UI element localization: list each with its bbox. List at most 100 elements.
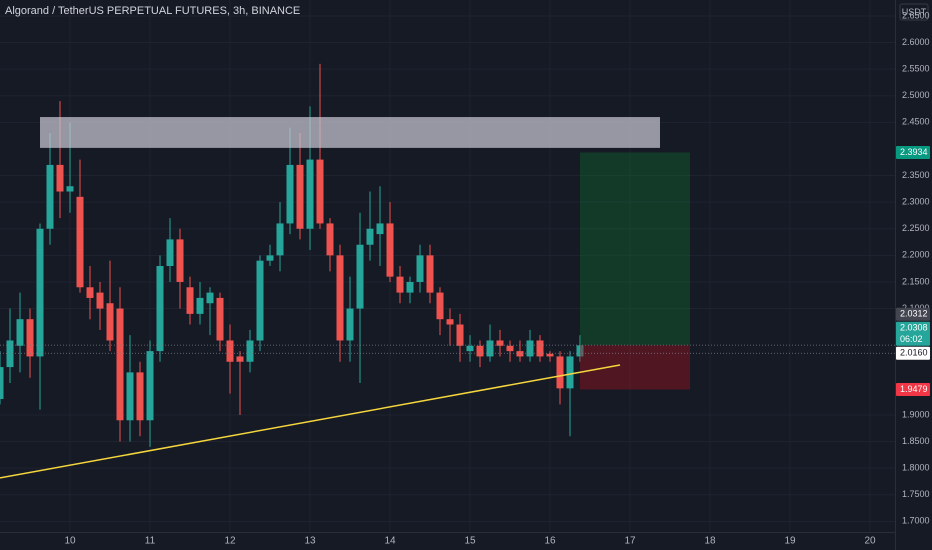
x-tick-label: 11 (145, 536, 156, 547)
x-tick-label: 17 (624, 536, 636, 547)
zone (40, 117, 660, 148)
y-tick-label: 2.6000 (902, 37, 930, 47)
candle-body (396, 276, 404, 293)
candle-body (136, 372, 144, 421)
candle-body (36, 228, 44, 357)
candle-body (206, 292, 214, 304)
candle-body (86, 287, 94, 298)
candle-body (356, 244, 364, 309)
candle-body (426, 255, 434, 293)
zone (580, 345, 690, 390)
candle-body (106, 303, 114, 341)
candle-body (286, 164, 294, 224)
candle-body (246, 340, 254, 362)
candle-body (16, 319, 24, 346)
candle-body (176, 239, 184, 282)
y-tick-label: 2.2000 (902, 250, 930, 260)
currency-box (899, 3, 929, 21)
y-tick-label: 2.5500 (902, 64, 930, 74)
price-badge (896, 307, 930, 321)
x-tick-label: 10 (64, 536, 76, 547)
candle-body (516, 351, 524, 357)
y-tick-label: 2.3000 (902, 197, 930, 207)
x-tick-label: 14 (384, 536, 396, 547)
price-badge-label: 2.0312 (900, 309, 928, 319)
candle-body (156, 266, 164, 352)
candle-body (256, 260, 264, 341)
candle-body (166, 239, 174, 266)
price-badge (896, 321, 930, 346)
x-tick-label: 12 (224, 536, 236, 547)
price-badge-label: 2.3934 (900, 147, 928, 157)
x-tick-label: 16 (544, 536, 556, 547)
candle-body (126, 372, 134, 421)
candle-body (496, 340, 504, 346)
candle-body (26, 319, 34, 357)
candle-body (76, 196, 84, 288)
y-tick-label: 2.6500 (902, 10, 930, 20)
candle-body (346, 308, 354, 341)
candle-body (536, 340, 544, 357)
price-badge (896, 145, 930, 159)
y-tick-label: 1.8000 (902, 463, 930, 473)
candle-body (336, 255, 344, 341)
candle-body (466, 345, 474, 352)
candle-body (456, 324, 464, 346)
candle-body (326, 223, 334, 256)
candle-body (576, 345, 584, 357)
marks (0, 63, 584, 447)
zone (580, 152, 690, 346)
candle-body (376, 223, 384, 235)
price-badge-label: 1.9479 (900, 384, 928, 394)
candle-body (526, 340, 534, 357)
candle-body (46, 164, 54, 229)
candle-body (436, 292, 444, 320)
candle-body (406, 281, 414, 293)
price-badge-label: 2.0160 (900, 348, 928, 358)
chart-title: Algorand / TetherUS PERPETUAL FUTURES, 3… (5, 5, 300, 17)
overlays (0, 117, 895, 479)
candle-body (196, 297, 204, 314)
price-badge (896, 346, 930, 360)
candle-body (566, 356, 574, 389)
candle-body (226, 340, 234, 362)
candle-body (236, 356, 244, 362)
candle-body (366, 228, 374, 245)
candle-body (476, 345, 484, 357)
y-tick-label: 1.8500 (902, 436, 930, 446)
x-tick-label: 15 (464, 536, 476, 547)
candle-body (506, 345, 514, 352)
candle-body (556, 356, 564, 389)
y-tick-label: 2.5000 (902, 90, 930, 100)
price-badge (896, 382, 930, 396)
y-tick-label: 1.9000 (902, 409, 930, 419)
candle-body (386, 223, 394, 277)
candle-body (486, 340, 494, 357)
y-tick-label: 2.2500 (902, 223, 930, 233)
candle-body (186, 287, 194, 314)
candle-body (546, 353, 554, 357)
candle-body (266, 255, 274, 261)
y-tick-label: 1.7000 (902, 516, 930, 526)
y-tick-label: 2.3500 (902, 170, 930, 180)
candle-body (96, 292, 104, 309)
x-tick-label: 20 (864, 536, 876, 547)
candle-body (296, 164, 304, 229)
x-tick-label: 18 (704, 536, 716, 547)
y-tick-label: 2.1500 (902, 276, 930, 286)
candle-body (6, 340, 14, 368)
y-tick-label: 1.7500 (902, 489, 930, 499)
trend-line (0, 364, 621, 479)
candle-body (216, 297, 224, 341)
y-tick-label: 2.4500 (902, 117, 930, 127)
candle-body (416, 255, 424, 282)
candle-body (276, 223, 284, 256)
price-badge-label: 2.0308 (900, 323, 928, 333)
candle-body (0, 367, 4, 399)
candle-body (116, 308, 124, 421)
candle-body (56, 164, 64, 192)
countdown-label: 06:02 (900, 334, 923, 344)
candle-body (146, 351, 154, 421)
currency-label: USDT (902, 7, 927, 17)
